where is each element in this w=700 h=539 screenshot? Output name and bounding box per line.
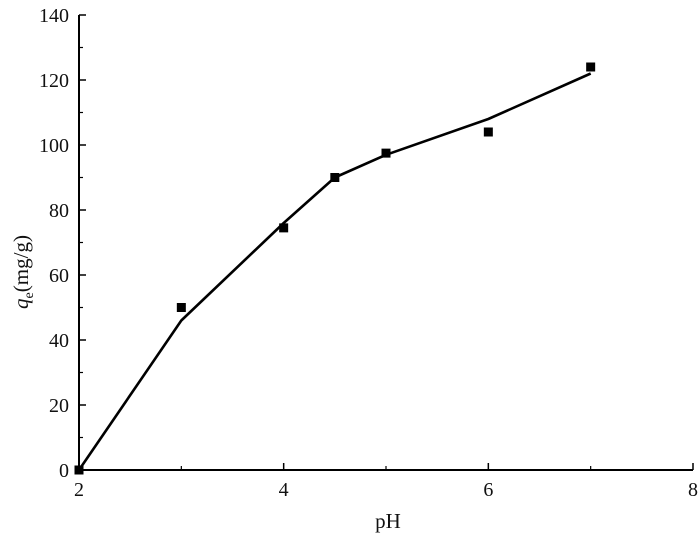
x-axis-title: pH (375, 509, 401, 533)
y-tick-label: 80 (49, 200, 69, 222)
x-tick-label: 2 (74, 479, 84, 501)
y-tick-label: 140 (39, 5, 69, 27)
fit-line (77, 72, 592, 471)
y-tick-label: 0 (59, 460, 69, 482)
data-point (586, 62, 596, 72)
fit-line-path (77, 72, 592, 471)
y-tick-label: 60 (49, 265, 69, 287)
x-tick-label: 4 (279, 479, 289, 501)
ticks (78, 14, 694, 471)
x-tick-label: 6 (483, 479, 493, 501)
y-axis-unit: (mg/g) (9, 235, 33, 292)
data-point (279, 223, 289, 233)
y-tick-label: 40 (49, 330, 69, 352)
y-axis-title: qe(mg/g) (9, 235, 37, 309)
y-tick-label: 120 (39, 70, 69, 92)
data-point (330, 173, 340, 182)
y-tick-label: 100 (39, 135, 69, 157)
y-tick-label: 20 (49, 395, 69, 417)
y-axis-symbol: q (9, 298, 33, 309)
data-points (74, 62, 596, 475)
data-point (176, 303, 186, 312)
data-point (74, 465, 84, 475)
data-point (381, 148, 391, 158)
data-point (483, 127, 493, 137)
y-axis-subscript: e (22, 292, 37, 298)
axes (78, 15, 693, 471)
x-tick-label: 8 (688, 479, 698, 501)
